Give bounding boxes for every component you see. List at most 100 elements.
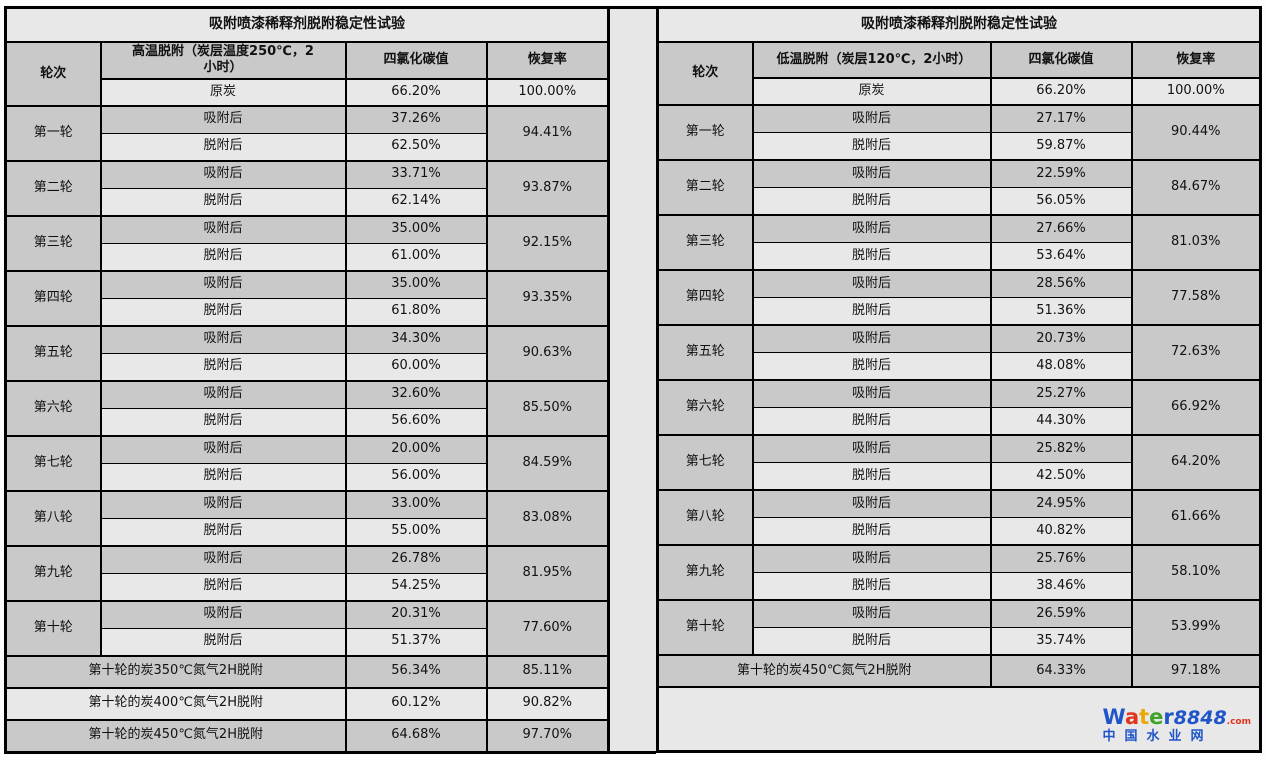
adsorbed-value: 33.00%: [344, 489, 488, 519]
adsorbed-value: 33.71%: [344, 159, 488, 189]
round-label: 第八轮: [656, 489, 754, 546]
col-header-round: 轮次: [656, 41, 754, 106]
desorbed-value: 56.00%: [344, 462, 488, 492]
extra-row-value: 64.33%: [989, 654, 1133, 688]
adsorbed-label: 吸附后: [99, 599, 347, 629]
adsorbed-label: 吸附后: [751, 434, 992, 463]
adsorbed-value: 35.00%: [344, 214, 488, 244]
round-label: 第十轮: [656, 599, 754, 656]
desorbed-value: 38.46%: [989, 572, 1133, 601]
base-value: 66.20%: [344, 77, 488, 107]
table-separator: [610, 6, 656, 754]
desorbed-label: 脱附后: [751, 517, 992, 546]
base-recovery: 100.00%: [485, 77, 610, 107]
condition-text: 低温脱附（炭层120℃，2小时）: [776, 51, 972, 67]
adsorbed-label: 吸附后: [751, 489, 992, 518]
adsorbed-value: 37.26%: [344, 104, 488, 134]
col-header-recovery: 恢复率: [485, 41, 610, 80]
desorbed-label: 脱附后: [99, 572, 347, 602]
extra-row-label: 第十轮的炭450℃氮气2H脱附: [656, 654, 992, 688]
desorbed-label: 脱附后: [99, 517, 347, 547]
round-label: 第二轮: [4, 159, 102, 217]
adsorbed-label: 吸附后: [99, 434, 347, 464]
adsorbed-label: 吸附后: [99, 159, 347, 189]
low-temp-table: 吸附喷漆稀释剂脱附稳定性试验 轮次 低温脱附（炭层120℃，2小时） 四氯化碳值…: [656, 6, 1262, 753]
base-recovery: 100.00%: [1130, 77, 1262, 106]
base-label: 原炭: [751, 77, 992, 106]
recovery-value: 90.44%: [1130, 104, 1262, 161]
desorbed-label: 脱附后: [751, 187, 992, 216]
round-label: 第三轮: [4, 214, 102, 272]
adsorbed-label: 吸附后: [751, 599, 992, 628]
desorbed-label: 脱附后: [99, 297, 347, 327]
table-title: 吸附喷漆稀释剂脱附稳定性试验: [656, 6, 1262, 43]
adsorbed-label: 吸附后: [99, 324, 347, 354]
logo-tld: .com: [1226, 717, 1251, 728]
desorbed-label: 脱附后: [751, 462, 992, 491]
desorbed-label: 脱附后: [751, 242, 992, 271]
adsorbed-label: 吸附后: [751, 159, 992, 188]
recovery-value: 66.92%: [1130, 379, 1262, 436]
desorbed-label: 脱附后: [751, 352, 992, 381]
round-label: 第五轮: [4, 324, 102, 382]
adsorbed-label: 吸附后: [99, 489, 347, 519]
adsorbed-label: 吸附后: [99, 104, 347, 134]
adsorbed-value: 26.78%: [344, 544, 488, 574]
recovery-value: 77.60%: [485, 599, 610, 657]
desorbed-label: 脱附后: [99, 627, 347, 657]
extra-row-recovery: 97.70%: [485, 718, 610, 753]
adsorbed-label: 吸附后: [751, 104, 992, 133]
extra-row-value: 64.68%: [344, 718, 488, 753]
adsorbed-value: 25.27%: [989, 379, 1133, 408]
adsorbed-value: 20.73%: [989, 324, 1133, 353]
adsorbed-value: 28.56%: [989, 269, 1133, 298]
recovery-value: 90.63%: [485, 324, 610, 382]
adsorbed-value: 27.17%: [989, 104, 1133, 133]
water8848-logo: Water8848.com 中国水业网: [1103, 706, 1251, 744]
adsorbed-label: 吸附后: [751, 379, 992, 408]
recovery-value: 72.63%: [1130, 324, 1262, 381]
col-header-round: 轮次: [4, 41, 102, 107]
base-label: 原炭: [99, 77, 347, 107]
desorbed-label: 脱附后: [751, 627, 992, 656]
logo-subtitle: 中国水业网: [1102, 729, 1213, 745]
round-label: 第六轮: [656, 379, 754, 436]
adsorbed-value: 26.59%: [989, 599, 1133, 628]
adsorbed-label: 吸附后: [99, 544, 347, 574]
extra-row-label: 第十轮的炭450℃氮气2H脱附: [4, 718, 347, 753]
desorbed-value: 44.30%: [989, 407, 1133, 436]
adsorbed-value: 27.66%: [989, 214, 1133, 243]
round-label: 第五轮: [656, 324, 754, 381]
logo-word-water: Water: [1102, 705, 1174, 730]
recovery-value: 84.59%: [485, 434, 610, 492]
desorbed-value: 53.64%: [989, 242, 1133, 271]
round-label: 第十轮: [4, 599, 102, 657]
adsorbed-label: 吸附后: [99, 214, 347, 244]
adsorbed-value: 24.95%: [989, 489, 1133, 518]
recovery-value: 81.03%: [1130, 214, 1262, 271]
adsorbed-label: 吸附后: [751, 269, 992, 298]
round-label: 第九轮: [4, 544, 102, 602]
adsorbed-label: 吸附后: [751, 544, 992, 573]
desorbed-label: 脱附后: [751, 407, 992, 436]
desorbed-label: 脱附后: [99, 132, 347, 162]
round-label: 第一轮: [656, 104, 754, 161]
extra-row-value: 60.12%: [344, 686, 488, 721]
col-header-value: 四氯化碳值: [989, 41, 1133, 79]
recovery-value: 94.41%: [485, 104, 610, 162]
round-label: 第三轮: [656, 214, 754, 271]
desorbed-value: 55.00%: [344, 517, 488, 547]
logo-wordmark: Water8848.com: [1103, 706, 1251, 729]
adsorbed-value: 25.76%: [989, 544, 1133, 573]
desorbed-value: 59.87%: [989, 132, 1133, 161]
recovery-value: 64.20%: [1130, 434, 1262, 491]
round-label: 第一轮: [4, 104, 102, 162]
desorbed-value: 48.08%: [989, 352, 1133, 381]
adsorbed-value: 32.60%: [344, 379, 488, 409]
desorbed-label: 脱附后: [751, 572, 992, 601]
adsorbed-label: 吸附后: [751, 324, 992, 353]
round-label: 第四轮: [4, 269, 102, 327]
adsorbed-value: 25.82%: [989, 434, 1133, 463]
col-header-condition: 高温脱附（炭层温度250℃，2小时）: [99, 41, 347, 80]
desorbed-label: 脱附后: [751, 297, 992, 326]
